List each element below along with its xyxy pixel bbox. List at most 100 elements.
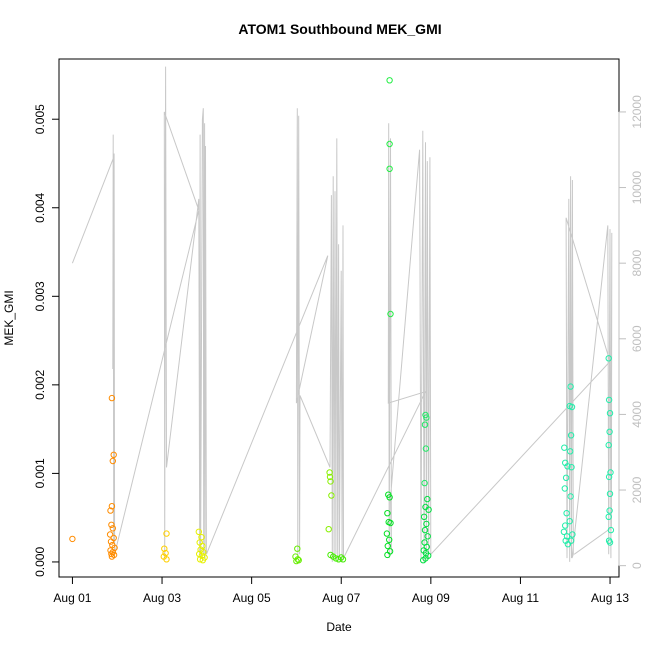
data-point (386, 77, 393, 84)
data-point (199, 557, 207, 564)
data-point (107, 538, 115, 545)
data-point (384, 510, 391, 517)
data-point (569, 531, 576, 538)
x-tick-label: Aug 11 (502, 591, 539, 605)
data-point (607, 526, 615, 534)
data-point (605, 513, 612, 520)
data-point (561, 485, 568, 492)
data-point (107, 507, 114, 514)
data-point (326, 469, 333, 476)
data-point (607, 469, 614, 476)
data-point (161, 545, 168, 552)
data-point (295, 557, 302, 564)
data-point (605, 355, 612, 362)
right-tick-label: 10000 (630, 171, 644, 205)
data-point (421, 421, 429, 428)
data-point (339, 556, 347, 563)
data-point (199, 542, 206, 550)
data-point (163, 556, 170, 563)
data-point (561, 444, 568, 451)
x-tick-label: Aug 05 (233, 591, 271, 605)
y-tick-label: 0.005 (33, 104, 47, 134)
data-point (567, 448, 574, 455)
data-point (421, 526, 429, 534)
data-point (294, 545, 301, 552)
y-tick-label: 0.001 (33, 458, 47, 488)
data-point (109, 525, 117, 532)
data-point (106, 531, 114, 538)
data-point (606, 539, 614, 546)
data-point (567, 537, 575, 544)
data-point (110, 451, 117, 458)
data-point (338, 554, 345, 561)
data-point (568, 403, 576, 411)
data-point (423, 543, 430, 551)
x-tick-label: Aug 09 (412, 591, 450, 605)
y-tick-label: 0.000 (33, 547, 47, 577)
data-point (423, 520, 430, 528)
data-point (421, 479, 428, 487)
data-point (386, 536, 393, 543)
x-tick-label: Aug 01 (53, 591, 91, 605)
data-point (567, 493, 574, 500)
data-point (386, 165, 393, 173)
x-tick-label: Aug 13 (591, 591, 629, 605)
data-point (162, 549, 169, 557)
data-point (384, 551, 391, 559)
x-tick-label: Aug 07 (322, 591, 360, 605)
right-tick-label: 4000 (630, 401, 644, 428)
data-point (108, 550, 115, 558)
data-point (563, 533, 571, 540)
y-tick-label: 0.004 (33, 192, 47, 222)
data-point (605, 441, 612, 449)
data-point (387, 310, 394, 318)
data-point (606, 490, 614, 497)
data-point (562, 522, 569, 529)
y-axis: 0.000 0.001 0.002 0.003 0.004 0.005 (33, 104, 60, 577)
chart-title: ATOM1 Southbound MEK_GMI (238, 21, 441, 37)
data-point (606, 410, 614, 417)
secondary-series (71, 66, 613, 562)
data-point (568, 464, 575, 471)
data-point (567, 383, 574, 390)
data-point (386, 140, 393, 148)
data-point (325, 526, 332, 533)
data-point (562, 474, 570, 481)
data-point (564, 463, 571, 470)
right-tick-label: 0 (630, 562, 644, 569)
secondary-series-line (71, 66, 613, 562)
data-point (566, 518, 573, 525)
data-point (387, 519, 394, 527)
data-point (108, 521, 115, 528)
data-points (69, 77, 615, 565)
data-point (567, 432, 575, 439)
data-point (109, 457, 117, 465)
right-tick-label: 2000 (630, 476, 644, 503)
data-point (383, 530, 391, 537)
data-point (69, 535, 76, 543)
data-point (563, 510, 570, 517)
y-tick-label: 0.003 (33, 281, 47, 311)
data-point (386, 494, 393, 501)
data-point (108, 553, 116, 560)
y-axis-label: MEK_GMI (2, 290, 16, 345)
data-point (564, 541, 572, 548)
data-point (425, 506, 432, 513)
data-point (560, 528, 568, 535)
data-point (294, 556, 301, 563)
right-tick-label: 12000 (630, 95, 644, 129)
data-point (108, 394, 116, 402)
data-point (328, 492, 335, 499)
data-point (423, 414, 430, 421)
data-point (605, 396, 613, 404)
right-axis: 0 2000 4000 6000 8000 10000 12000 (618, 95, 644, 569)
data-point (424, 495, 431, 503)
data-point (605, 473, 613, 481)
right-tick-label: 8000 (630, 250, 644, 277)
y-tick-label: 0.002 (33, 370, 47, 400)
data-point (420, 513, 428, 520)
data-point (422, 445, 430, 452)
data-point (326, 473, 334, 481)
x-axis: Aug 01 Aug 03 Aug 05 Aug 07 Aug 09 Aug 11 Aug … (53, 576, 629, 605)
x-axis-label: Date (326, 620, 352, 634)
